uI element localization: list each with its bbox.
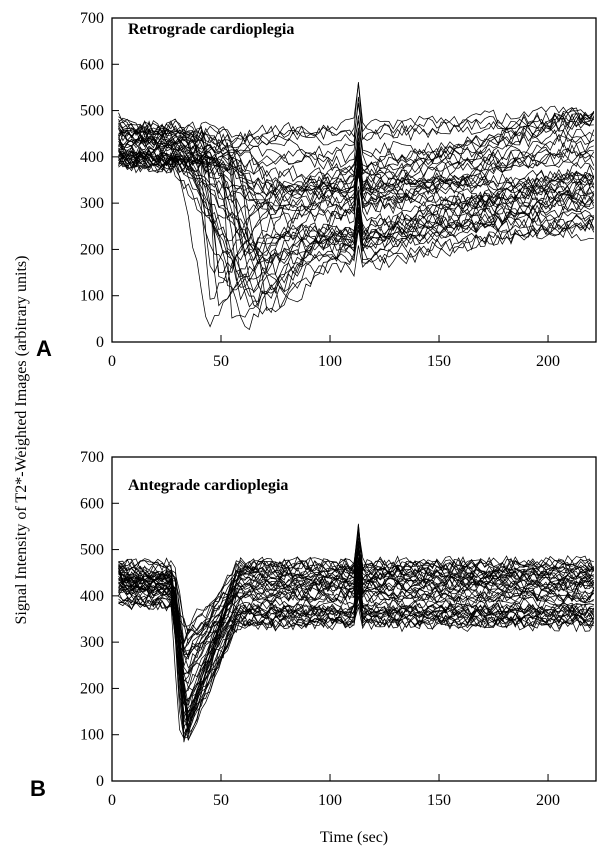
panel-a-y-tick-label: 0 — [96, 334, 104, 351]
panel-a-trace — [118, 151, 594, 241]
panel-b-y-tick-label: 500 — [80, 542, 104, 559]
panel-b-y-tick-label: 600 — [80, 495, 104, 512]
panel-b-x-tick-label: 150 — [427, 792, 451, 809]
panel-a-trace — [118, 131, 595, 194]
panel-b-axes: 0 100 200 300 400 500 600 700 0 50 100 150 200 — [80, 449, 560, 809]
panel-a-y-tick-label: 700 — [80, 10, 104, 27]
panel-b-trace — [118, 547, 595, 653]
panel-b-title: Antegrade cardioplegia — [128, 477, 288, 494]
panel-b-y-tick-label: 100 — [80, 727, 104, 744]
panel-a-y-tick-label: 300 — [80, 195, 104, 212]
panel-b-letter: B — [30, 776, 46, 801]
panel-b-trace — [118, 578, 595, 653]
panel-b-traces — [118, 523, 595, 743]
panel-b-trace — [118, 532, 594, 712]
panel-a-y-tick-label: 200 — [80, 241, 104, 258]
panel-b-x-tick-label: 50 — [213, 792, 229, 809]
panel-b-y-tick-label: 700 — [80, 449, 104, 466]
panel-a-y-tick-label: 400 — [80, 149, 104, 166]
panel-a-chart: Retrograde cardioplegia A 0 100 200 300 400 5… — [36, 10, 597, 370]
panel-b-plot-frame — [111, 456, 597, 782]
panel-a-y-tick-label: 500 — [80, 103, 104, 120]
panel-b-x-tick-label: 100 — [318, 792, 342, 809]
panel-a-letter: A — [36, 336, 52, 361]
panel-a-title: Retrograde cardioplegia — [128, 21, 294, 38]
y-axis-label: Signal Intensity of T2*-Weighted Images … — [13, 256, 30, 625]
panel-a-y-tick-label: 100 — [80, 288, 104, 305]
panel-a-axes: 0 100 200 300 400 500 600 700 0 50 100 150 200 — [80, 10, 560, 370]
panel-b-trace — [118, 574, 594, 684]
panel-b-trace — [118, 545, 595, 676]
panel-a-trace — [118, 115, 594, 294]
panel-a-trace — [118, 82, 595, 144]
panel-b-trace — [118, 567, 594, 650]
panel-a-trace — [118, 121, 595, 313]
panel-a-trace — [118, 117, 595, 300]
panel-b-trace — [118, 567, 595, 731]
panel-a-trace — [118, 127, 595, 169]
x-axis-label: Time (sec) — [320, 829, 388, 846]
panel-a-x-tick-label: 0 — [108, 353, 116, 370]
panel-a-traces — [118, 82, 595, 331]
panel-a-plot-frame — [111, 17, 597, 343]
panel-a-trace — [118, 148, 595, 315]
panel-a-trace — [118, 107, 595, 262]
panel-b-chart: Antegrade cardioplegia B 0 100 200 300 400 50… — [30, 449, 597, 809]
panel-b-trace — [118, 562, 595, 674]
panel-a-y-tick-label: 600 — [80, 56, 104, 73]
panel-b-trace — [118, 577, 594, 669]
panel-a-x-tick-label: 200 — [536, 353, 560, 370]
panel-a-trace — [118, 103, 595, 151]
panel-a-x-tick-label: 50 — [213, 353, 229, 370]
panel-a-x-tick-label: 150 — [427, 353, 451, 370]
panel-b-y-tick-label: 0 — [96, 773, 104, 790]
panel-b-y-tick-label: 300 — [80, 634, 104, 651]
panel-a-x-tick-label: 100 — [318, 353, 342, 370]
panel-a-trace — [118, 146, 594, 195]
panel-b-y-tick-label: 200 — [80, 680, 104, 697]
panel-b-x-tick-label: 200 — [536, 792, 560, 809]
panel-b-trace — [118, 582, 595, 741]
panel-b-y-tick-label: 400 — [80, 588, 104, 605]
panel-b-x-tick-label: 0 — [108, 792, 116, 809]
